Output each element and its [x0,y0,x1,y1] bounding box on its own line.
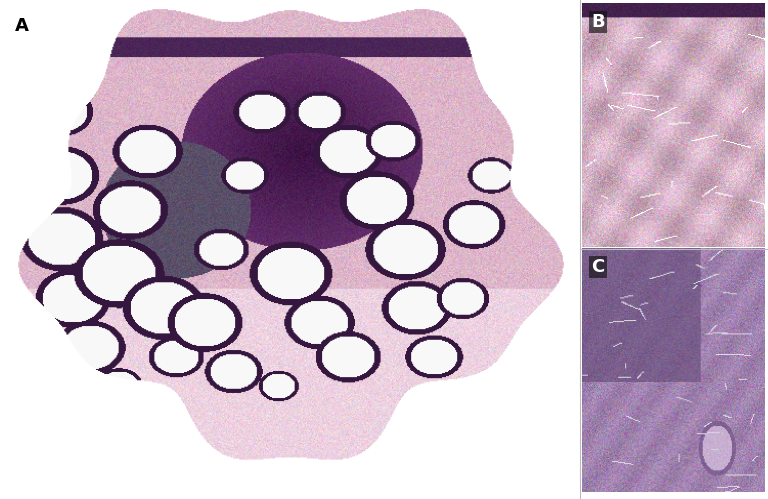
Text: B: B [591,13,605,31]
Text: A: A [15,17,29,35]
Text: C: C [591,258,604,276]
